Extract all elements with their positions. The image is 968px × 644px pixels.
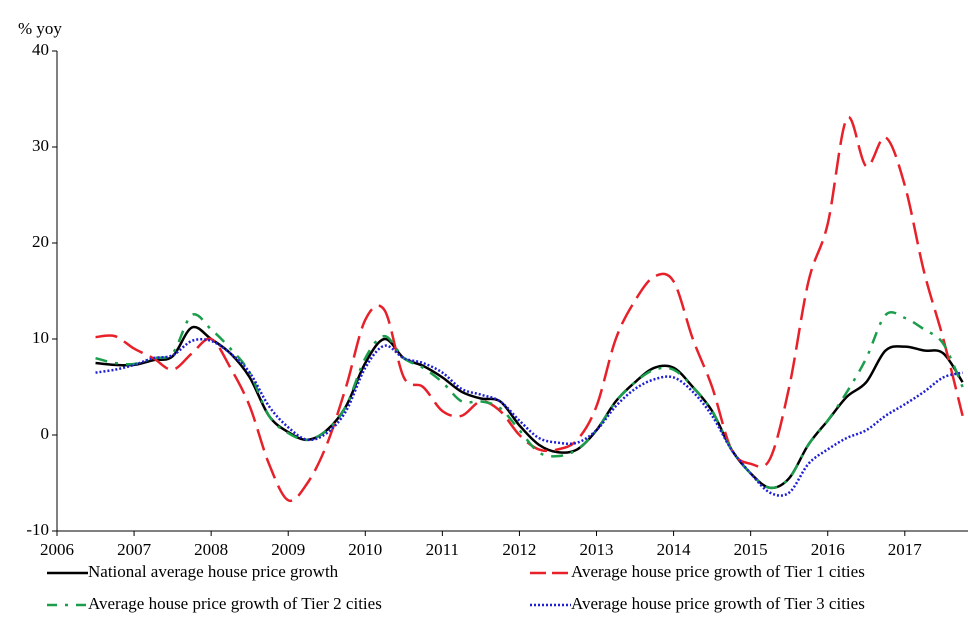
y-axis-label: % yoy [18,19,62,38]
x-tick-label: 2016 [811,540,845,559]
x-tick-label: 2010 [348,540,382,559]
x-tick-label: 2007 [117,540,152,559]
x-tick-label: 2013 [580,540,614,559]
legend-label: Average house price growth of Tier 1 cit… [571,562,865,581]
series-line [95,337,963,497]
legend-label: Average house price growth of Tier 2 cit… [88,594,382,613]
x-tick-label: 2012 [502,540,536,559]
y-tick-label: 10 [32,328,49,347]
legend-label: Average house price growth of Tier 3 cit… [571,594,865,613]
series-line [95,325,964,490]
x-tick-label: 2008 [194,540,228,559]
legend-label: National average house price growth [88,562,339,581]
x-tick-label: 2015 [734,540,768,559]
series-line [95,115,964,503]
y-tick-label: 20 [32,232,49,251]
x-tick-label: 2006 [40,540,74,559]
y-tick-label: 30 [32,136,49,155]
x-tick-label: 2014 [657,540,692,559]
y-tick-label: 0 [41,424,50,443]
y-tick-label: -10 [26,520,49,539]
series-line [95,311,964,490]
x-tick-label: 2011 [426,540,459,559]
x-tick-label: 2009 [271,540,305,559]
y-tick-label: 40 [32,40,49,59]
x-tick-label: 2017 [888,540,923,559]
